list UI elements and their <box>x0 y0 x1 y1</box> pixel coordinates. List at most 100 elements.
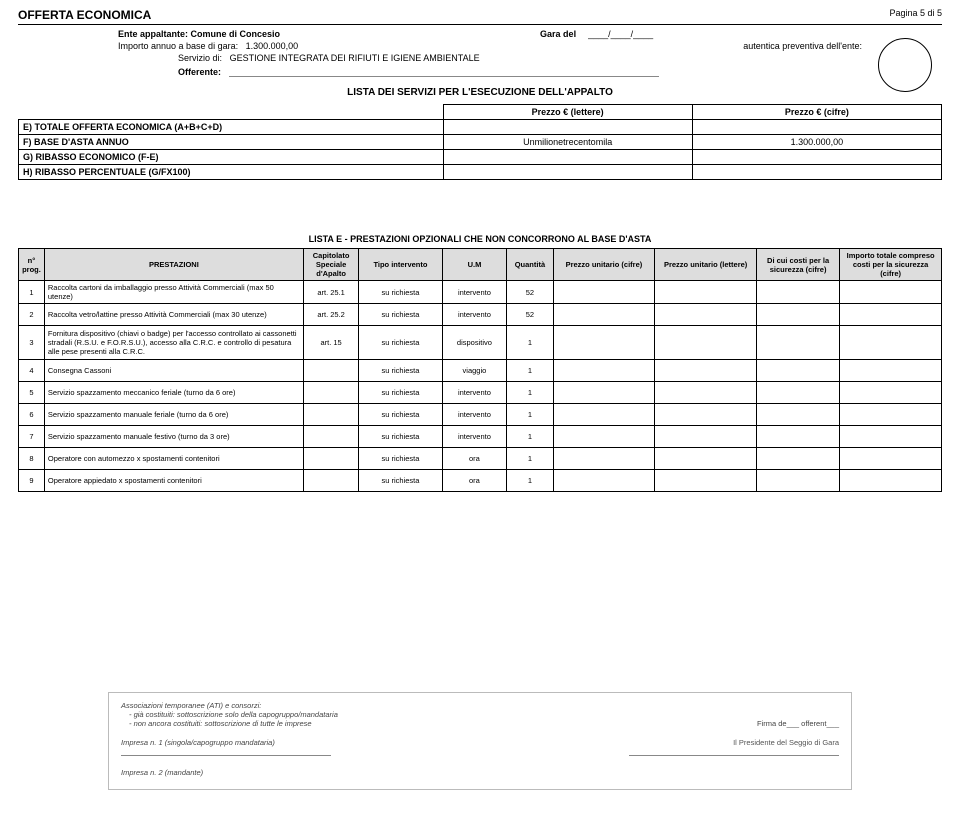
autentica-label: autentica preventiva dell'ente: <box>743 41 862 51</box>
footer-firma: Firma de___ offerent___ <box>757 719 839 728</box>
opt-cell-um: ora <box>442 448 507 470</box>
opt-cell-prest: Servizio spazzamento manuale feriale (tu… <box>44 404 303 426</box>
opt-cell-prest: Servizio spazzamento meccanico feriale (… <box>44 382 303 404</box>
opt-row: 5Servizio spazzamento meccanico feriale … <box>19 382 942 404</box>
opt-table: n° prog. PRESTAZIONI Capitolato Speciale… <box>18 248 942 492</box>
opt-cell-tipo: su richiesta <box>359 326 442 360</box>
opt-h-cap: Capitolato Speciale d'Apalto <box>303 249 358 281</box>
ente-value: Comune di Concesio <box>191 29 281 39</box>
opt-cell-sic <box>756 404 839 426</box>
opt-cell-pul <box>655 470 757 492</box>
opt-row: 9Operatore appiedato x spostamenti conte… <box>19 470 942 492</box>
opt-cell-prest: Operatore con automezzo x spostamenti co… <box>44 448 303 470</box>
opt-cell-prest: Operatore appiedato x spostamenti conten… <box>44 470 303 492</box>
totals-row-lettere <box>443 150 692 165</box>
opt-cell-cap <box>303 360 358 382</box>
stamp-circle <box>878 38 932 92</box>
opt-cell-prest: Raccolta vetro/lattine presso Attività C… <box>44 304 303 326</box>
opt-cell-puc <box>553 426 655 448</box>
opt-cell-cap <box>303 404 358 426</box>
opt-cell-tipo: su richiesta <box>359 360 442 382</box>
opt-cell-puc <box>553 326 655 360</box>
opt-cell-tot <box>840 326 942 360</box>
totals-row-lettere <box>443 165 692 180</box>
opt-cell-puc <box>553 470 655 492</box>
footer-impresa1: Impresa n. 1 (singola/capogruppo mandata… <box>121 738 275 747</box>
totals-row: H) RIBASSO PERCENTUALE (G/FX100) <box>19 165 942 180</box>
opt-cell-um: ora <box>442 470 507 492</box>
opt-h-pul: Prezzo unitario (lettere) <box>655 249 757 281</box>
opt-cell-tipo: su richiesta <box>359 448 442 470</box>
importo-value: 1.300.000,00 <box>246 41 299 51</box>
opt-row: 6Servizio spazzamento manuale feriale (t… <box>19 404 942 426</box>
opt-cell-tot <box>840 281 942 304</box>
opt-cell-sic <box>756 382 839 404</box>
totals-row-lettere <box>443 120 692 135</box>
doc-title: OFFERTA ECONOMICA <box>18 8 151 22</box>
totals-header-cifre: Prezzo € (cifre) <box>692 105 941 120</box>
opt-cell-tot <box>840 404 942 426</box>
totals-table: Prezzo € (lettere) Prezzo € (cifre) E) T… <box>18 104 942 180</box>
opt-cell-um: intervento <box>442 404 507 426</box>
footer-line1: - già costituiti: sottoscrizione solo de… <box>129 710 839 719</box>
opt-cell-n: 4 <box>19 360 45 382</box>
gara-label: Gara del <box>540 29 576 39</box>
opt-h-puc: Prezzo unitario (cifre) <box>553 249 655 281</box>
opt-cell-pul <box>655 382 757 404</box>
opt-cell-puc <box>553 304 655 326</box>
totals-header-lettere: Prezzo € (lettere) <box>443 105 692 120</box>
opt-cell-um: dispositivo <box>442 326 507 360</box>
opt-h-tot: Importo totale compreso costi per la sic… <box>840 249 942 281</box>
opt-cell-q: 1 <box>507 426 553 448</box>
opt-h-n: n° prog. <box>19 249 45 281</box>
opt-cell-pul <box>655 404 757 426</box>
totals-row-cifre <box>692 120 941 135</box>
opt-h-um: U.M <box>442 249 507 281</box>
totals-row-cifre <box>692 150 941 165</box>
opt-cell-q: 52 <box>507 281 553 304</box>
opt-cell-n: 7 <box>19 426 45 448</box>
opt-cell-sic <box>756 304 839 326</box>
section-heading: LISTA DEI SERVIZI PER L'ESECUZIONE DELL'… <box>18 87 942 98</box>
opt-row: 2Raccolta vetro/lattine presso Attività … <box>19 304 942 326</box>
opt-cell-sic <box>756 326 839 360</box>
opt-row: 7Servizio spazzamento manuale festivo (t… <box>19 426 942 448</box>
opt-cell-n: 6 <box>19 404 45 426</box>
offerente-underline <box>229 67 659 77</box>
opt-row: 3Fornitura dispositivo (chiavi o badge) … <box>19 326 942 360</box>
totals-row-cifre <box>692 165 941 180</box>
opt-cell-sic <box>756 360 839 382</box>
opt-cell-q: 1 <box>507 448 553 470</box>
opt-cell-puc <box>553 360 655 382</box>
opt-cell-q: 52 <box>507 304 553 326</box>
footer-line2: - non ancora costituiti: sottoscrizione … <box>129 719 312 728</box>
title-divider <box>18 24 942 25</box>
opt-cell-tot <box>840 448 942 470</box>
opt-cell-pul <box>655 448 757 470</box>
opt-h-prest: PRESTAZIONI <box>44 249 303 281</box>
opt-cell-tot <box>840 426 942 448</box>
opt-cell-sic <box>756 281 839 304</box>
opt-cell-puc <box>553 404 655 426</box>
opt-cell-tipo: su richiesta <box>359 426 442 448</box>
opt-cell-cap <box>303 426 358 448</box>
opt-row: 8Operatore con automezzo x spostamenti c… <box>19 448 942 470</box>
sig-line-1 <box>121 747 331 756</box>
totals-row: G) RIBASSO ECONOMICO (F-E) <box>19 150 942 165</box>
opt-h-q: Quantità <box>507 249 553 281</box>
opt-cell-pul <box>655 426 757 448</box>
opt-cell-pul <box>655 360 757 382</box>
opt-cell-tot <box>840 304 942 326</box>
opt-cell-n: 5 <box>19 382 45 404</box>
opt-cell-prest: Raccolta cartoni da imballaggio presso A… <box>44 281 303 304</box>
opt-cell-um: intervento <box>442 382 507 404</box>
totals-row-label: E) TOTALE OFFERTA ECONOMICA (A+B+C+D) <box>19 120 444 135</box>
totals-row: F) BASE D'ASTA ANNUOUnmilionetrecentomil… <box>19 135 942 150</box>
opt-cell-cap: art. 25.1 <box>303 281 358 304</box>
opt-cell-tot <box>840 360 942 382</box>
opt-cell-prest: Fornitura dispositivo (chiavi o badge) p… <box>44 326 303 360</box>
opt-cell-tipo: su richiesta <box>359 470 442 492</box>
opt-cell-cap <box>303 382 358 404</box>
opt-cell-tipo: su richiesta <box>359 404 442 426</box>
opt-cell-puc <box>553 448 655 470</box>
